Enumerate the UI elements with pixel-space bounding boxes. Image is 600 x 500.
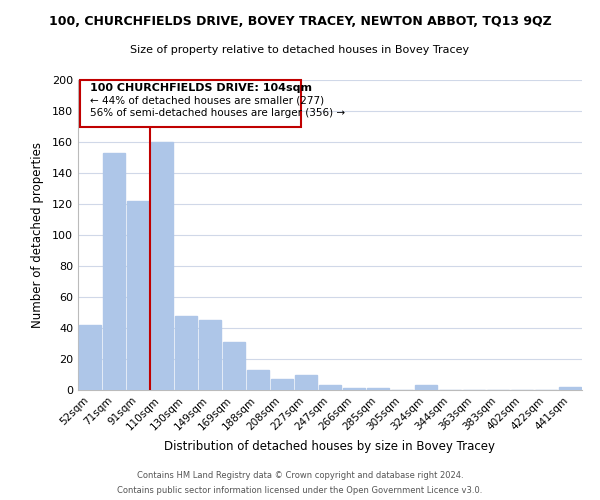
Text: ← 44% of detached houses are smaller (277): ← 44% of detached houses are smaller (27… [90,96,324,106]
Bar [247,370,269,390]
Bar [175,316,197,390]
Bar [415,386,437,390]
Text: 100, CHURCHFIELDS DRIVE, BOVEY TRACEY, NEWTON ABBOT, TQ13 9QZ: 100, CHURCHFIELDS DRIVE, BOVEY TRACEY, N… [49,15,551,28]
Bar [103,153,125,390]
Text: Size of property relative to detached houses in Bovey Tracey: Size of property relative to detached ho… [130,45,470,55]
Bar [559,387,581,390]
Bar [343,388,365,390]
Bar [127,201,149,390]
X-axis label: Distribution of detached houses by size in Bovey Tracey: Distribution of detached houses by size … [164,440,496,453]
Text: Contains public sector information licensed under the Open Government Licence v3: Contains public sector information licen… [118,486,482,495]
Bar [319,386,341,390]
Y-axis label: Number of detached properties: Number of detached properties [31,142,44,328]
Text: 56% of semi-detached houses are larger (356) →: 56% of semi-detached houses are larger (… [90,108,345,118]
Bar [79,325,101,390]
Text: Contains HM Land Registry data © Crown copyright and database right 2024.: Contains HM Land Registry data © Crown c… [137,471,463,480]
Bar [367,388,389,390]
Bar [295,374,317,390]
Bar [223,342,245,390]
FancyBboxPatch shape [80,80,301,126]
Bar [199,320,221,390]
Text: 100 CHURCHFIELDS DRIVE: 104sqm: 100 CHURCHFIELDS DRIVE: 104sqm [90,83,312,93]
Bar [271,379,293,390]
Bar [151,142,173,390]
